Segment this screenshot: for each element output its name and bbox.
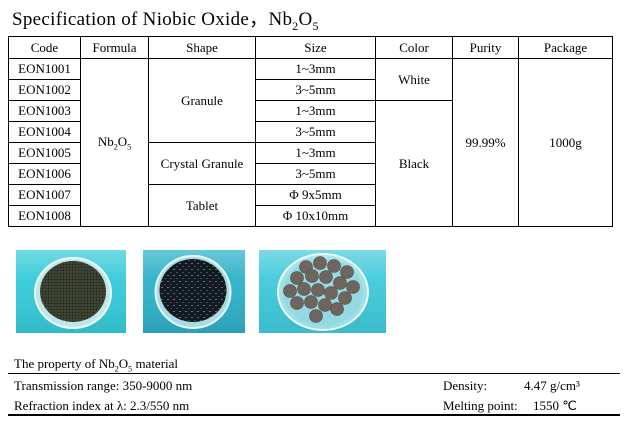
package-cell: 1000g: [518, 58, 613, 227]
shape-cell-crystal-granule: Crystal Granule: [148, 142, 256, 185]
color-cell-black: Black: [375, 100, 453, 227]
formula-cell: Nb2O5: [80, 58, 149, 227]
size-cell: 1~3mm: [255, 58, 376, 80]
properties-heading-formula: Nb2O5: [98, 356, 133, 374]
shape-cell-tablet: Tablet: [148, 184, 256, 227]
granule-dish-photo: [16, 250, 126, 333]
col-header-code: Code: [8, 36, 81, 59]
tablets: [283, 256, 360, 323]
page-title: Specification of Niobic Oxide，Nb2O5: [12, 4, 319, 34]
granule-dish-image: [16, 250, 126, 333]
size-cell: 1~3mm: [255, 100, 376, 122]
refraction-index-text: Refraction index at λ: 2.3/550 nm: [14, 398, 190, 413]
properties-heading-prefix: The property of: [14, 356, 99, 371]
size-cell: 3~5mm: [255, 163, 376, 185]
table-row: EON1003 1~3mm Black: [8, 100, 613, 227]
code-cell: EON1004: [8, 121, 81, 143]
code-cell: EON1002: [8, 79, 81, 101]
density-value: 4.47 g/cm³: [524, 378, 580, 393]
size-cell: Φ 10x10mm: [255, 205, 376, 227]
properties-heading-suffix: material: [132, 356, 179, 371]
size-cell: 1~3mm: [255, 142, 376, 164]
tablet-dish-photo: [259, 250, 386, 333]
code-cell: EON1003: [8, 100, 81, 122]
size-cell: 3~5mm: [255, 121, 376, 143]
transmission-range-text: Transmission range: 350-9000 nm: [14, 378, 193, 393]
bottom-rule: [8, 414, 620, 416]
shape-cell-granule: Granule: [148, 58, 256, 143]
col-header-size: Size: [255, 36, 376, 59]
size-cell: 3~5mm: [255, 79, 376, 101]
page-title-text: Specification of Niobic Oxide，: [12, 9, 269, 30]
divider-line: [8, 373, 620, 374]
table-row: EON1008 Φ 10x10mm: [8, 205, 613, 227]
col-header-package: Package: [518, 36, 613, 59]
page-title-formula: Nb2O5: [268, 9, 319, 33]
density-label: Density:: [443, 378, 488, 393]
code-cell: EON1005: [8, 142, 81, 164]
col-header-shape: Shape: [148, 36, 256, 59]
col-header-formula: Formula: [80, 36, 149, 59]
code-cell: EON1006: [8, 163, 81, 185]
crystal-granule-dish-image: [143, 250, 245, 333]
tablet-dish-image: [259, 250, 386, 333]
code-cell: EON1001: [8, 58, 81, 80]
properties-heading: The property of Nb2O5 material: [14, 356, 178, 374]
melting-point-label: Melting point:: [443, 398, 518, 413]
col-header-purity: Purity: [452, 36, 519, 59]
code-cell: EON1007: [8, 184, 81, 206]
melting-point-value: 1550 ℃: [533, 398, 577, 413]
crystal-granule-dish-photo: [143, 250, 245, 333]
table-header-row: Code Formula Shape Size Color Purity Pac…: [8, 36, 613, 59]
col-header-color: Color: [375, 36, 453, 59]
spec-table: Code Formula Shape Size Color Purity Pac…: [8, 36, 613, 227]
code-cell: EON1008: [8, 205, 81, 227]
purity-cell: 99.99%: [452, 58, 519, 227]
table-row: EON1005 Crystal Granule 1~3mm: [8, 142, 613, 185]
table-row: EON1001 Nb2O5 Granule 1~3mm White 99.99%…: [8, 58, 613, 227]
table-row: EON1006 3~5mm: [8, 163, 613, 185]
size-cell: Φ 9x5mm: [255, 184, 376, 206]
color-cell-white: White: [375, 58, 453, 101]
